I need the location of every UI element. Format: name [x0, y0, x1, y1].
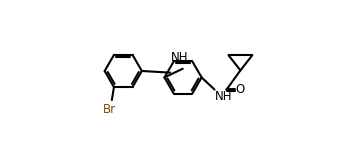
Text: NH: NH — [215, 90, 232, 103]
Text: NH: NH — [171, 51, 188, 64]
Text: O: O — [236, 83, 245, 96]
Text: Br: Br — [103, 103, 116, 116]
